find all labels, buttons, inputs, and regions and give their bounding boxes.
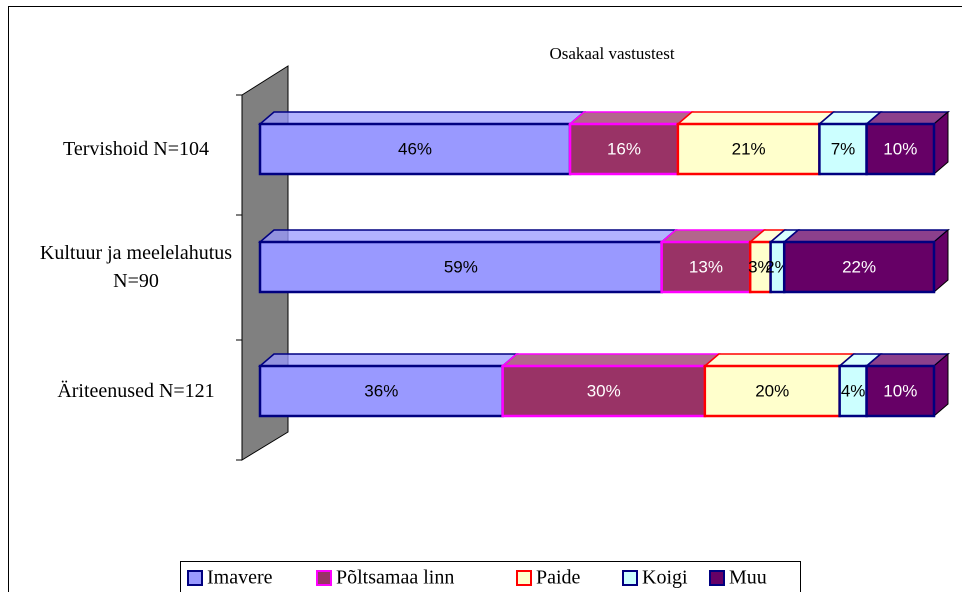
value-label: 30%: [587, 381, 621, 400]
legend-swatch: [187, 570, 203, 586]
value-label: 10%: [883, 139, 917, 158]
bar-top: [257, 229, 678, 243]
bar: [818, 122, 868, 176]
legend-label: Koigi: [642, 567, 688, 589]
value-label: 46%: [398, 139, 432, 158]
bar: [838, 364, 868, 418]
value-label: 16%: [607, 139, 641, 158]
bar: [703, 364, 841, 418]
value-label: 13%: [689, 257, 723, 276]
bar-top: [500, 353, 721, 367]
value-label: 4%: [841, 381, 866, 400]
legend-label: Muu: [729, 567, 767, 589]
bar: [258, 364, 504, 418]
bar-top: [568, 111, 694, 125]
value-label: 36%: [364, 381, 398, 400]
value-label: 10%: [883, 381, 917, 400]
category-label: Tervishoid N=104: [63, 138, 209, 160]
category-label: Äriteenused N=121: [57, 380, 215, 402]
bar-top: [675, 111, 836, 125]
legend-label: Imavere: [207, 567, 273, 589]
bar: [865, 364, 936, 418]
bar-top: [257, 111, 587, 125]
value-label: 7%: [831, 139, 856, 158]
bar: [501, 364, 707, 418]
legend-label: Paide: [536, 567, 581, 589]
legend-swatch: [516, 570, 532, 586]
legend-label: Põltsamaa linn: [336, 567, 454, 589]
bar: [568, 122, 680, 176]
bar: [676, 122, 821, 176]
legend-swatch: [622, 570, 638, 586]
category-label: Kultuur ja meelelahutus N=90: [39, 242, 233, 292]
legend-box: [180, 561, 801, 592]
value-label: 59%: [444, 257, 478, 276]
value-label: 3%: [748, 257, 773, 276]
bar: [782, 240, 936, 294]
chart-border: [8, 6, 962, 592]
value-label: 20%: [755, 381, 789, 400]
bar-top: [782, 229, 951, 243]
bar: [865, 122, 936, 176]
chart-title: Osakaal vastustest: [549, 44, 674, 63]
bar-top: [659, 229, 767, 243]
value-label: 21%: [732, 139, 766, 158]
bar-top: [257, 353, 519, 367]
bar: [660, 240, 752, 294]
value-label: 22%: [842, 257, 876, 276]
legend-swatch: [316, 570, 332, 586]
bar-top: [702, 353, 856, 367]
legend-swatch: [709, 570, 725, 586]
